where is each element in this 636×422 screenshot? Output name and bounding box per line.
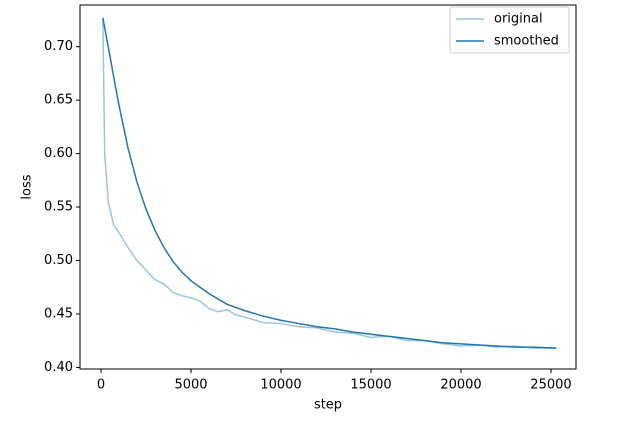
x-tick-label: 5000 bbox=[174, 378, 207, 393]
x-tick-label: 10000 bbox=[260, 378, 301, 393]
y-tick-label: 0.70 bbox=[44, 39, 73, 54]
y-tick-label: 0.65 bbox=[44, 93, 73, 108]
y-axis-label: loss bbox=[20, 174, 35, 199]
plot-frame bbox=[79, 4, 577, 370]
y-tick-label: 0.45 bbox=[44, 306, 73, 321]
line-smoothed bbox=[102, 17, 557, 349]
line-original bbox=[102, 17, 557, 349]
legend-label: original bbox=[494, 12, 543, 27]
x-tick-label: 0 bbox=[97, 378, 105, 393]
y-tick-label: 0.40 bbox=[44, 360, 73, 375]
y-tick-label: 0.55 bbox=[44, 200, 73, 215]
legend-label: smoothed bbox=[494, 34, 559, 49]
y-tick-label: 0.60 bbox=[44, 146, 73, 161]
x-axis-label: step bbox=[314, 398, 342, 413]
x-tick-label: 20000 bbox=[440, 378, 481, 393]
x-tick-label: 25000 bbox=[530, 378, 571, 393]
x-tick-label: 15000 bbox=[350, 378, 391, 393]
y-tick-label: 0.50 bbox=[44, 253, 73, 268]
